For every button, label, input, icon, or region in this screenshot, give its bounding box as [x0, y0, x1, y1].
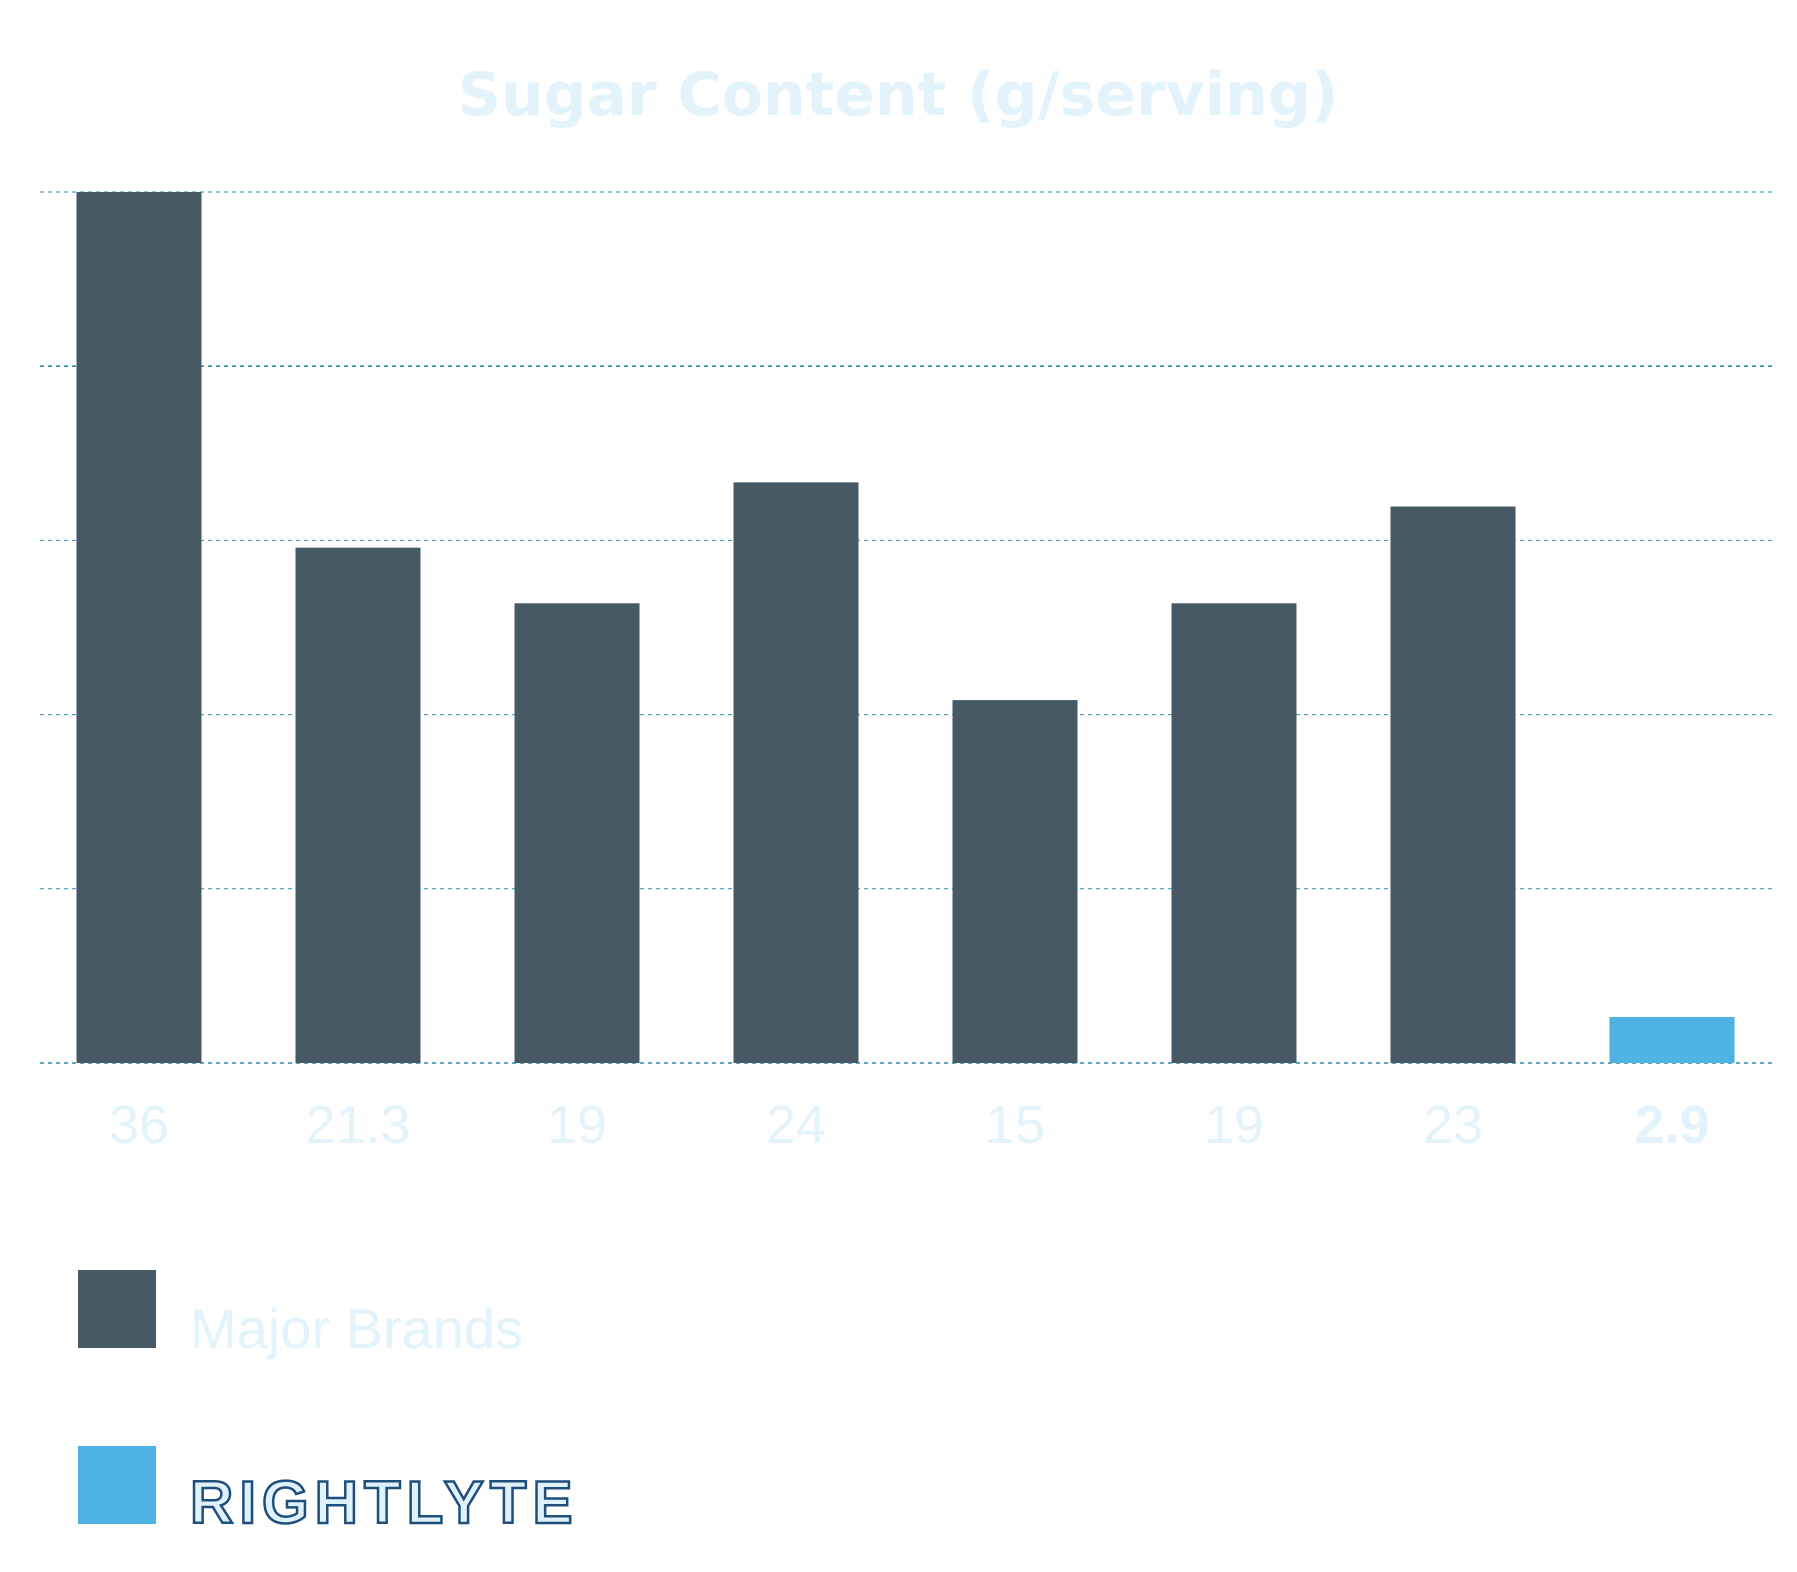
bars	[76, 192, 1735, 1063]
x-tick-label: 2.9	[1634, 1095, 1709, 1155]
legend-swatch-major-brands	[78, 1270, 156, 1348]
chart-title: Sugar Content (g/serving)	[458, 60, 1339, 130]
bar-rightlyte	[1609, 1017, 1735, 1063]
bar-major_brands	[733, 482, 859, 1063]
bar-major_brands	[295, 547, 421, 1063]
tick-labels: 36 21.3 19 24 15 19 23 2.9	[109, 1095, 1710, 1155]
x-tick-label: 36	[109, 1095, 169, 1155]
x-tick-label: 15	[985, 1095, 1045, 1155]
bar-major_brands	[1390, 506, 1516, 1063]
bar-major_brands	[952, 700, 1078, 1063]
x-tick-label: 19	[1204, 1095, 1264, 1155]
bar-major_brands	[514, 603, 640, 1063]
legend: Major Brands RIGHTLYTE	[78, 1270, 578, 1537]
legend-label-major-brands: Major Brands	[190, 1297, 523, 1360]
bar-major_brands	[1171, 603, 1297, 1063]
x-tick-label: 23	[1423, 1095, 1483, 1155]
x-tick-label: 24	[766, 1095, 826, 1155]
x-tick-label: 21.3	[305, 1095, 410, 1155]
legend-swatch-rightlyte	[78, 1446, 156, 1524]
bar-major_brands	[76, 192, 202, 1063]
legend-label-rightlyte: RIGHTLYTE	[190, 1469, 578, 1536]
x-tick-label: 19	[547, 1095, 607, 1155]
